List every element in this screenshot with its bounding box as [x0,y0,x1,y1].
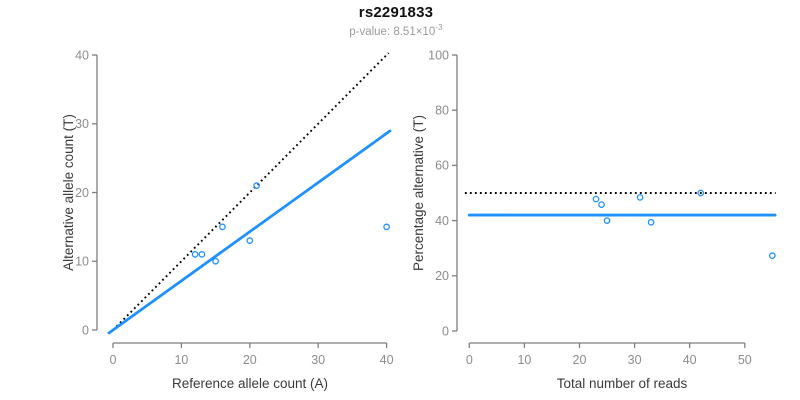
percentage-alternative-y-tick-label: 0 [442,324,449,338]
percentage-alternative-x-tick-label: 50 [738,353,752,367]
percentage-alternative-data-point [697,189,705,197]
allele-counts-data-point [212,257,219,265]
allele-counts-y-axis-title: Alternative allele count (T) [61,114,76,271]
percentage-alternative-x-tick-label: 10 [517,353,531,367]
allele-counts-x-tick-label: 10 [174,353,188,367]
allele-counts-data-point [246,237,254,244]
allele-counts-y-tick-label: 0 [82,323,89,337]
percentage-alternative-y-tick-label: 60 [435,159,449,173]
allele-counts-data-point [198,251,206,258]
percentage-alternative-y-tick-label: 40 [435,214,449,228]
allele-counts-y-tick-label: 10 [75,255,89,269]
percentage-alternative-x-axis-title: Total number of reads [557,376,688,391]
percentage-alternative-data-point [768,252,776,260]
allele-counts-x-tick-label: 30 [311,353,325,367]
percentage-alternative-y-tick-label: 20 [435,269,449,283]
allele-counts-data-point [191,251,199,258]
allele-counts-data-point [219,223,226,231]
percentage-alternative-y-tick-label: 80 [435,104,449,118]
allele-counts-y-tick-label: 40 [75,48,89,62]
percentage-alternative-x-tick-label: 30 [628,353,642,367]
allele-counts-x-tick-label: 0 [110,353,117,367]
identity-line [112,52,390,331]
allele-counts-x-axis-title: Reference allele count (A) [172,376,328,391]
percentage-alternative-data-point [592,195,600,203]
percentage-alternative-y-tick-label: 100 [428,48,449,62]
percentage-alternative-x-tick-label: 20 [573,353,587,367]
percentage-alternative-data-point [636,194,644,201]
allele-counts-x-tick-label: 40 [380,353,394,367]
percentage-alternative-data-point [647,218,655,226]
allele-counts-y-tick-label: 20 [75,186,89,200]
allele-counts-data-point [253,182,260,189]
allele-counts-data-point [383,223,390,231]
percentage-alternative-x-tick-label: 40 [683,353,697,367]
percentage-alternative-x-tick-label: 0 [466,353,473,367]
allele-counts-y-tick-label: 30 [75,117,89,131]
percentage-alternative-y-axis-title: Percentage alternative (T) [411,115,426,271]
fitted-ratio-line [107,129,392,335]
allele-counts-x-tick-label: 20 [243,353,257,367]
percentage-alternative-data-point [603,217,611,224]
percentage-alternative-data-point [598,201,605,208]
